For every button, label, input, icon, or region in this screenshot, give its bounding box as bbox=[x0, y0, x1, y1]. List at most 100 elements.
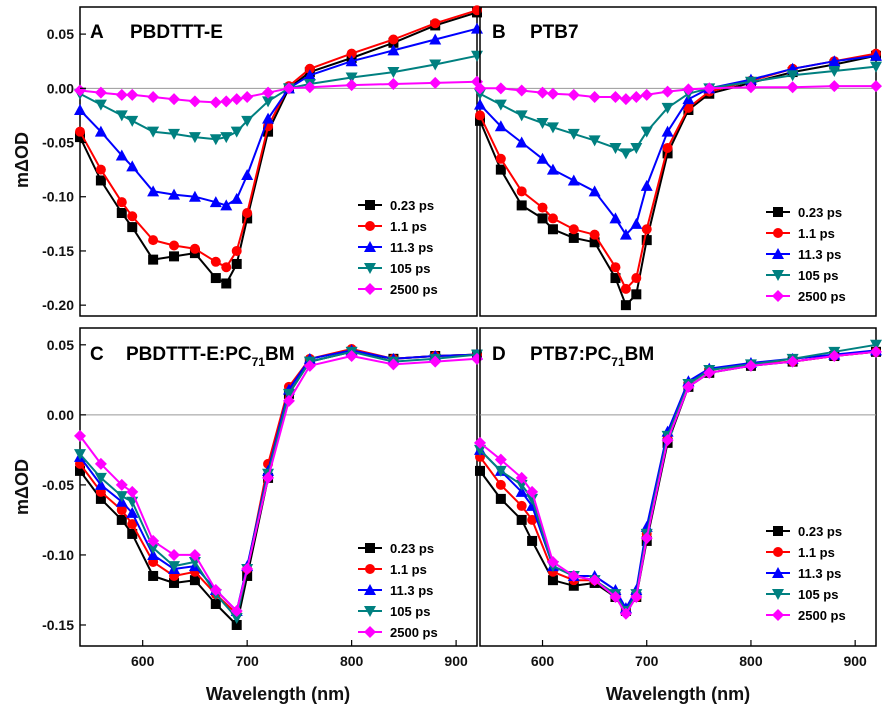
data-point bbox=[568, 232, 579, 243]
data-point bbox=[474, 436, 486, 449]
legend-label: 0.23 ps bbox=[798, 205, 842, 220]
data-point bbox=[567, 88, 580, 101]
data-point bbox=[304, 63, 315, 74]
panel-d-plot bbox=[474, 339, 882, 620]
data-point bbox=[870, 339, 882, 351]
data-point bbox=[516, 500, 527, 511]
panel-a-frame bbox=[79, 6, 478, 317]
data-point bbox=[547, 213, 558, 224]
legend-marker bbox=[365, 200, 375, 210]
x-tick-label: 700 bbox=[235, 653, 259, 669]
data-point bbox=[147, 534, 160, 547]
data-point bbox=[74, 449, 86, 461]
data-point bbox=[703, 82, 716, 95]
data-point bbox=[494, 120, 507, 132]
y-tick-label: 0.00 bbox=[47, 407, 74, 423]
data-point bbox=[148, 570, 159, 581]
data-point bbox=[220, 199, 233, 211]
data-point bbox=[661, 434, 674, 447]
data-point bbox=[515, 471, 528, 484]
data-point bbox=[148, 254, 159, 265]
panel-b-title: PTB7 bbox=[530, 22, 579, 43]
data-point bbox=[115, 110, 128, 122]
axes-group: 0.05 0.00 -0.05 -0.10 -0.15 -0.20 0.05 0.00 -0.0… bbox=[42, 26, 867, 669]
data-point bbox=[589, 229, 600, 240]
data-point bbox=[115, 491, 128, 503]
data-point bbox=[126, 115, 139, 127]
legend-label: 2500 ps bbox=[798, 289, 846, 304]
data-point bbox=[220, 132, 233, 144]
data-point bbox=[641, 235, 652, 246]
data-point bbox=[630, 590, 643, 603]
data-point bbox=[126, 485, 139, 498]
data-point bbox=[515, 110, 528, 122]
data-point bbox=[169, 251, 180, 262]
data-point bbox=[474, 444, 486, 456]
data-point bbox=[828, 350, 841, 363]
data-point bbox=[230, 126, 243, 138]
data-point bbox=[209, 196, 222, 208]
panel-c-title: PBDTTT-E:PC71BM bbox=[126, 344, 295, 369]
data-point bbox=[168, 93, 181, 106]
x-tick-label: 600 bbox=[131, 653, 155, 669]
data-point bbox=[588, 90, 601, 103]
data-point bbox=[94, 478, 107, 490]
panel-c-plot bbox=[74, 344, 483, 630]
panel-a: A PBDTTT-E 0.23 ps 1.1 ps 11.3 ps 105 ps 250… bbox=[74, 5, 483, 317]
data-point bbox=[95, 175, 106, 186]
data-point bbox=[388, 34, 399, 45]
data-point bbox=[188, 132, 201, 144]
legend-marker bbox=[773, 207, 783, 217]
data-point bbox=[126, 160, 139, 172]
data-point bbox=[619, 607, 632, 620]
data-point bbox=[230, 192, 243, 204]
data-point bbox=[147, 126, 160, 138]
data-point bbox=[475, 115, 485, 126]
data-point bbox=[209, 96, 222, 109]
legend-marker bbox=[364, 626, 376, 638]
data-point bbox=[567, 128, 580, 140]
data-point bbox=[744, 81, 757, 94]
data-point bbox=[262, 96, 275, 108]
panel-d-frame bbox=[479, 327, 877, 647]
data-point bbox=[116, 505, 127, 516]
data-point bbox=[169, 240, 180, 251]
data-point bbox=[786, 81, 799, 94]
data-point bbox=[189, 243, 200, 254]
data-point bbox=[345, 72, 358, 84]
panel-c-frame bbox=[79, 327, 478, 647]
data-point bbox=[495, 493, 506, 504]
data-point bbox=[786, 355, 799, 368]
panel-d-title-sub: 71 bbox=[611, 355, 625, 369]
data-point bbox=[515, 136, 528, 148]
data-point bbox=[494, 453, 507, 466]
panel-d-title: PTB7:PC71BM bbox=[530, 344, 654, 369]
legend-label: 11.3 ps bbox=[390, 240, 433, 255]
data-point bbox=[147, 185, 160, 197]
data-point bbox=[115, 478, 128, 491]
data-point bbox=[475, 465, 485, 476]
data-point bbox=[116, 197, 127, 208]
legend-label: 2500 ps bbox=[390, 282, 438, 297]
legend-marker bbox=[772, 270, 784, 281]
legend-marker bbox=[772, 248, 784, 259]
legend-label: 1.1 ps bbox=[798, 226, 835, 241]
data-point bbox=[588, 135, 601, 147]
data-point bbox=[546, 87, 559, 100]
data-point bbox=[303, 81, 316, 94]
data-point bbox=[536, 118, 549, 130]
data-point bbox=[631, 289, 642, 300]
data-point bbox=[75, 132, 85, 143]
data-point bbox=[588, 185, 601, 197]
data-point bbox=[662, 142, 673, 153]
panel-a-legend: 0.23 ps 1.1 ps 11.3 ps 105 ps 2500 ps bbox=[358, 198, 438, 297]
data-point bbox=[147, 542, 160, 554]
panel-a-title: PBDTTT-E bbox=[130, 22, 223, 43]
data-point bbox=[169, 577, 180, 588]
panel-d-letter: D bbox=[492, 344, 506, 365]
panel-c-title-main: PBDTTT-E:PC bbox=[126, 344, 252, 365]
panel-c-letter: C bbox=[90, 344, 104, 365]
data-point bbox=[282, 388, 295, 400]
legend-label: 1.1 ps bbox=[390, 219, 427, 234]
data-point bbox=[870, 49, 882, 61]
